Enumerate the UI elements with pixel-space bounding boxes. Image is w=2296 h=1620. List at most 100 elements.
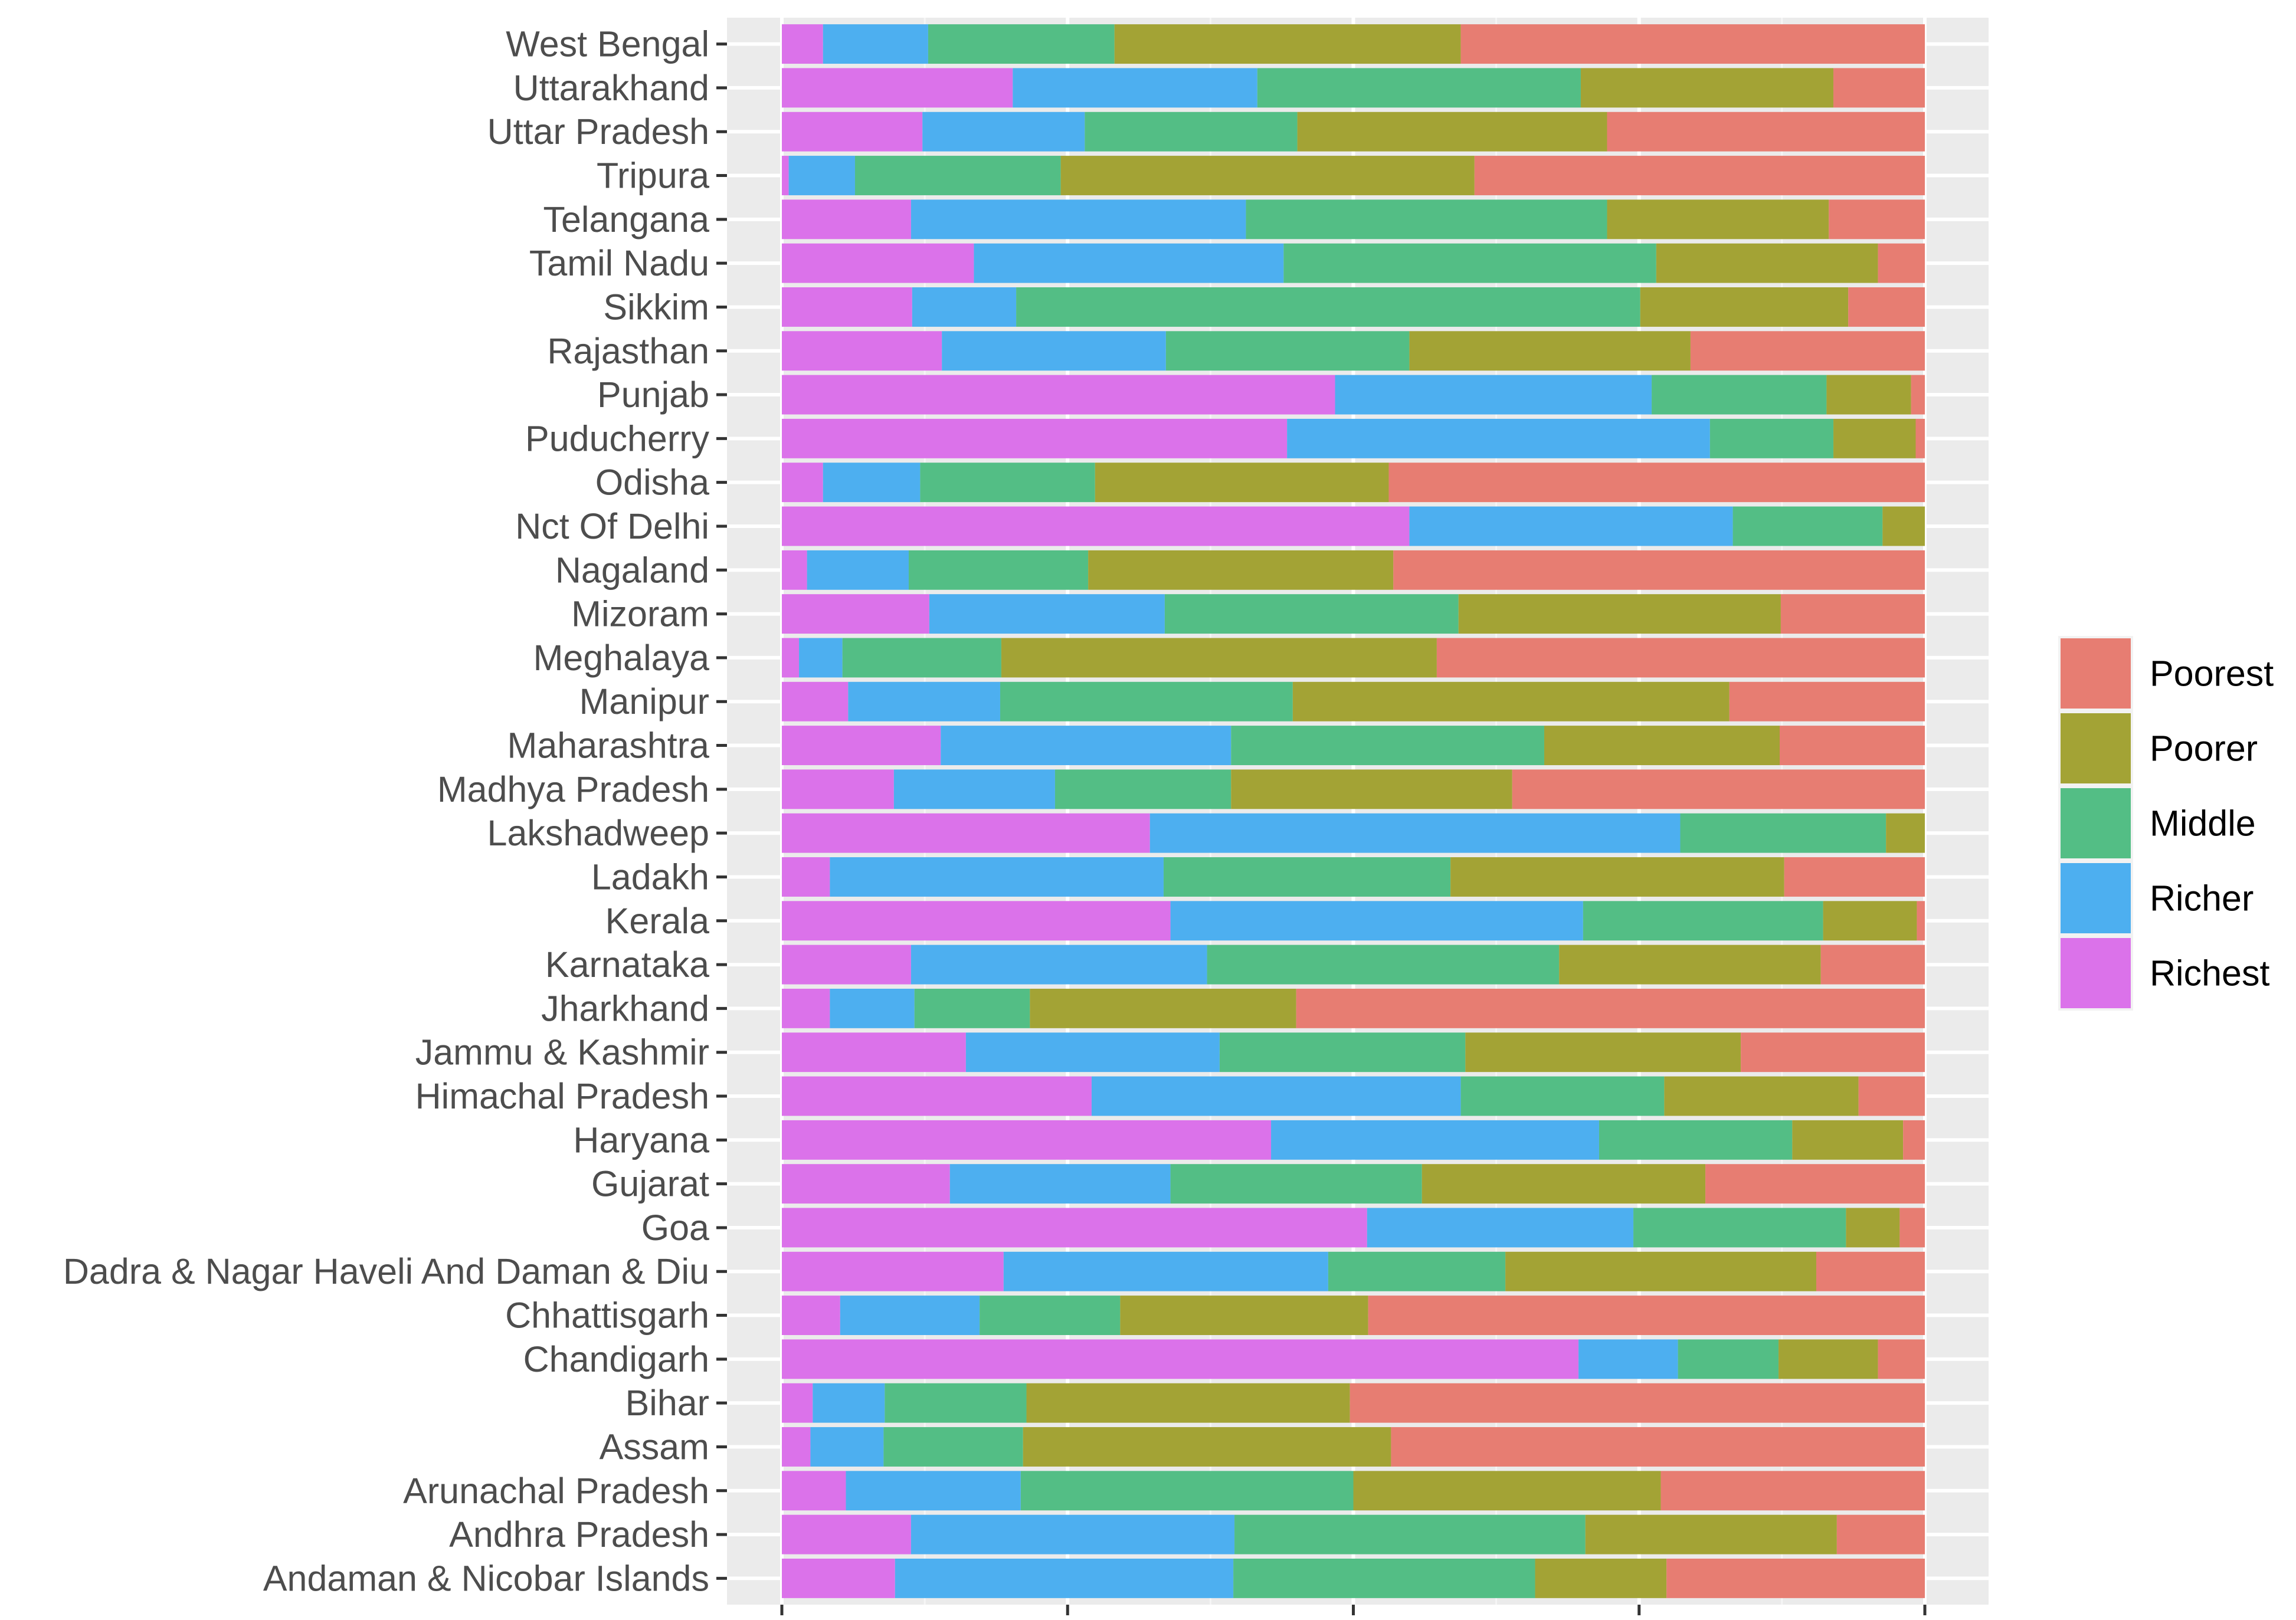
bar-segment-poorer (1026, 1383, 1350, 1423)
bar-segment-middle (928, 24, 1115, 64)
bar-segment-middle (1000, 681, 1293, 722)
bar-segment-richer (1003, 1251, 1328, 1291)
bar-segment-poorest (1388, 463, 1925, 503)
bar-segment-poorer (1664, 1076, 1859, 1116)
bar-segment-richer (895, 1558, 1234, 1598)
bar-segment-middle (1678, 1339, 1779, 1379)
bar-segment-poorer (1409, 331, 1691, 371)
bar-segment-richer (1271, 1120, 1599, 1160)
y-tick-label: Dadra & Nagar Haveli And Daman & Diu (63, 1251, 709, 1291)
legend-label-middle: Middle (2150, 804, 2256, 844)
legend-label-richer: Richer (2150, 878, 2254, 919)
bar-segment-richer (823, 24, 928, 64)
y-tick-label: Jharkhand (541, 988, 709, 1028)
legend-key-middle (2061, 788, 2131, 858)
y-tick-label: Puducherry (525, 418, 709, 458)
bar-segment-richer (799, 638, 843, 678)
y-tick-label: Maharashtra (507, 726, 710, 766)
bar-segment-poorer (1559, 945, 1821, 985)
bar-segment-richest (782, 901, 1171, 941)
bar-segment-richest (782, 1383, 813, 1423)
bar-segment-poorest (1903, 1120, 1925, 1160)
y-tick-label: Manipur (579, 681, 709, 722)
bars (782, 24, 1925, 1598)
bar-segment-richest (782, 1164, 950, 1204)
bar-segment-poorer (1120, 1296, 1368, 1335)
bar-segment-richest (782, 638, 800, 678)
bar-segment-poorest (1690, 331, 1925, 371)
bar-segment-poorest (1660, 1471, 1925, 1511)
y-tick-label: West Bengal (506, 24, 709, 64)
bar-segment-poorest (1829, 199, 1925, 240)
bar-segment-richest (782, 1514, 911, 1555)
bar-segment-poorest (1729, 681, 1925, 722)
bar-segment-richer (1367, 1208, 1634, 1248)
bar-segment-richest (782, 726, 941, 765)
bar-segment-richer (830, 988, 915, 1028)
bar-segment-middle (1732, 506, 1883, 546)
bar-segment-richest (782, 681, 849, 722)
legend-key-richest (2061, 938, 2131, 1008)
bar-segment-richest (782, 945, 911, 985)
bar-segment-poorer (1297, 112, 1607, 152)
bar-segment-poorest (1784, 857, 1925, 897)
bar-segment-middle (1680, 813, 1886, 853)
bar-segment-poorer (1535, 1558, 1667, 1598)
bar-segment-richer (830, 857, 1164, 897)
bar-segment-richer (949, 1164, 1171, 1204)
bar-segment-richer (965, 1032, 1220, 1073)
y-tick-label: Assam (600, 1426, 709, 1467)
bar-segment-middle (1219, 1032, 1466, 1073)
bar-segment-richest (782, 199, 911, 240)
legend-label-richest: Richest (2150, 953, 2269, 993)
legend-key-poorer (2061, 713, 2131, 783)
bar-segment-richer (922, 112, 1085, 152)
legend-key-richer (2061, 863, 2131, 933)
bar-segment-poorest (1666, 1558, 1925, 1598)
bar-segment-poorer (1826, 375, 1911, 415)
y-tick-label: Nct Of Delhi (515, 506, 709, 546)
bar-segment-richer (848, 681, 1000, 722)
bar-segment-middle (842, 638, 1001, 678)
bar-segment-middle (909, 550, 1089, 590)
y-tick-label: Haryana (573, 1120, 709, 1160)
bar-segment-richer (813, 1383, 885, 1423)
bar-segment-middle (1599, 1120, 1793, 1160)
y-tick-label: Andhra Pradesh (449, 1514, 709, 1555)
bar-segment-poorest (1917, 901, 1925, 941)
y-tick-label: Chhattisgarh (505, 1296, 709, 1336)
bar-segment-richest (782, 418, 1288, 458)
y-tick-label: Lakshadweep (487, 813, 709, 853)
legend-label-poorest: Poorest (2150, 654, 2274, 694)
bar-segment-middle (883, 1427, 1023, 1467)
bar-segment-poorest (1780, 726, 1925, 765)
bar-segment-richer (1578, 1339, 1678, 1379)
bar-segment-poorest (1915, 418, 1925, 458)
y-tick-label: Kerala (605, 901, 709, 941)
bar-segment-poorest (1820, 945, 1925, 985)
bar-segment-poorer (1088, 550, 1394, 590)
bar-segment-middle (1246, 199, 1607, 240)
bar-segment-poorest (1368, 1296, 1925, 1335)
bar-segment-middle (1257, 68, 1581, 108)
bar-segment-poorer (1580, 68, 1834, 108)
bar-segment-poorer (1792, 1120, 1904, 1160)
y-tick-label: Rajasthan (547, 331, 709, 371)
bar-segment-middle (1633, 1208, 1846, 1248)
bar-segment-richest (782, 375, 1335, 415)
bar-segment-middle (1583, 901, 1823, 941)
y-tick-label: Odisha (595, 463, 709, 503)
bar-segment-poorer (1001, 638, 1437, 678)
bar-segment-poorest (1878, 1339, 1925, 1379)
bar-segment-richest (782, 550, 807, 590)
bar-segment-middle (1207, 945, 1560, 985)
bar-segment-middle (1460, 1076, 1665, 1116)
bar-segment-middle (1234, 1514, 1586, 1555)
bar-segment-middle (1165, 331, 1410, 371)
bar-segment-poorest (1296, 988, 1925, 1028)
bar-segment-richer (840, 1296, 980, 1335)
y-tick-label: Punjab (597, 375, 709, 415)
bar-segment-richest (782, 331, 942, 371)
bar-segment-middle (1020, 1471, 1354, 1511)
bar-segment-richer (1013, 68, 1257, 108)
